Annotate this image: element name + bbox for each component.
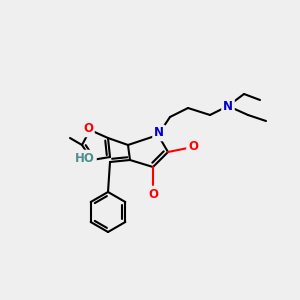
Text: O: O: [83, 122, 93, 136]
Text: O: O: [188, 140, 198, 154]
Text: O: O: [148, 188, 158, 200]
Text: N: N: [223, 100, 233, 112]
Text: HO: HO: [75, 152, 95, 164]
Text: N: N: [154, 127, 164, 140]
